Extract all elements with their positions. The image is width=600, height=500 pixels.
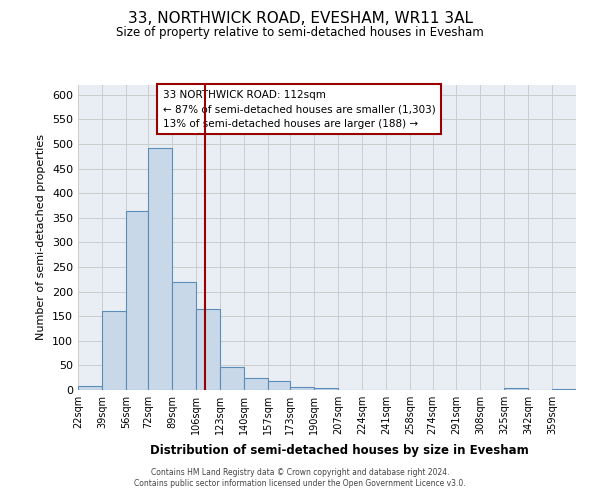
Bar: [172, 282, 196, 390]
Bar: [314, 388, 338, 390]
Bar: [220, 367, 244, 390]
Bar: [504, 388, 528, 390]
Bar: [148, 148, 172, 390]
Y-axis label: Number of semi-detached properties: Number of semi-detached properties: [37, 134, 46, 340]
Bar: [126, 212, 148, 390]
Bar: [290, 387, 314, 390]
Bar: [78, 386, 102, 390]
Text: Distribution of semi-detached houses by size in Evesham: Distribution of semi-detached houses by …: [149, 444, 529, 457]
Bar: [196, 309, 220, 390]
Text: 33, NORTHWICK ROAD, EVESHAM, WR11 3AL: 33, NORTHWICK ROAD, EVESHAM, WR11 3AL: [128, 11, 473, 26]
Text: Contains HM Land Registry data © Crown copyright and database right 2024.
Contai: Contains HM Land Registry data © Crown c…: [134, 468, 466, 487]
Text: Size of property relative to semi-detached houses in Evesham: Size of property relative to semi-detach…: [116, 26, 484, 39]
Bar: [268, 380, 290, 390]
Text: 33 NORTHWICK ROAD: 112sqm
← 87% of semi-detached houses are smaller (1,303)
13% : 33 NORTHWICK ROAD: 112sqm ← 87% of semi-…: [163, 90, 436, 129]
Bar: [244, 378, 268, 390]
Bar: [102, 312, 126, 390]
Bar: [552, 389, 576, 390]
